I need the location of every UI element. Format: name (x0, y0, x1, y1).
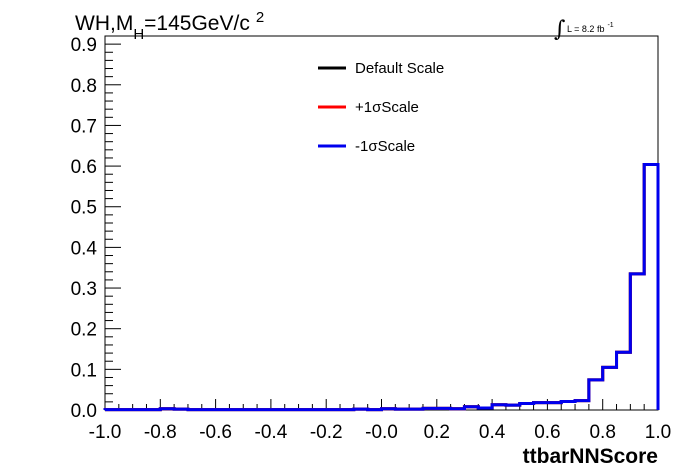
x-tick-label: 0.6 (534, 422, 560, 443)
legend-label: Default Scale (355, 60, 444, 77)
y-tick-label: 0.4 (71, 238, 98, 259)
x-tick-label: -0.2 (310, 422, 343, 443)
integral-symbol: ∫ (554, 17, 566, 42)
x-tick-label: -0.8 (144, 422, 177, 443)
title-subscript: H (133, 26, 144, 43)
x-tick-label: -0.4 (255, 422, 288, 443)
y-tick-label: 0.0 (71, 401, 97, 422)
title-main: WH,M (75, 12, 133, 35)
x-tick-label: 0.2 (424, 422, 450, 443)
y-tick-label: 0.2 (71, 320, 97, 341)
x-tick-label: -0.6 (199, 422, 232, 443)
y-tick-label: 0.5 (71, 198, 97, 219)
x-tick-label: 0.8 (589, 422, 615, 443)
y-tick-label: 0.1 (71, 360, 97, 381)
y-axis: 0.0 0.1 0.2 0.3 0.4 0.5 0.6 0.7 0.8 0.9 (71, 35, 121, 422)
x-tick-label: 0.4 (479, 422, 506, 443)
y-tick-label: 0.6 (71, 157, 97, 178)
x-tick-label: -1.0 (89, 422, 122, 443)
legend-label: -1σScale (355, 138, 415, 155)
svg-text:WH,MH=145GeV/c2: WH,MH=145GeV/c 2 (75, 9, 264, 43)
x-tick-label: 1.0 (645, 422, 671, 443)
x-axis-title: ttbarNNScore (523, 445, 658, 468)
legend-label: +1σScale (355, 99, 419, 116)
chart-title: WH,MH=145GeV/c 2 (75, 9, 264, 43)
y-tick-label: 0.3 (71, 279, 97, 300)
title-rest: =145GeV/c (144, 12, 250, 35)
series-layer (103, 162, 660, 412)
x-tick-label: -0.0 (365, 422, 398, 443)
y-tick-label: 0.9 (71, 35, 97, 56)
series-line-3 (103, 162, 660, 412)
y-tick-label: 0.7 (71, 116, 97, 137)
legend: Default Scale +1σScale -1σScale (318, 60, 444, 155)
title-superscript: 2 (256, 9, 264, 26)
luminosity-text: L = 8.2 fb -1 (567, 22, 614, 34)
y-tick-label: 0.8 (71, 76, 97, 97)
